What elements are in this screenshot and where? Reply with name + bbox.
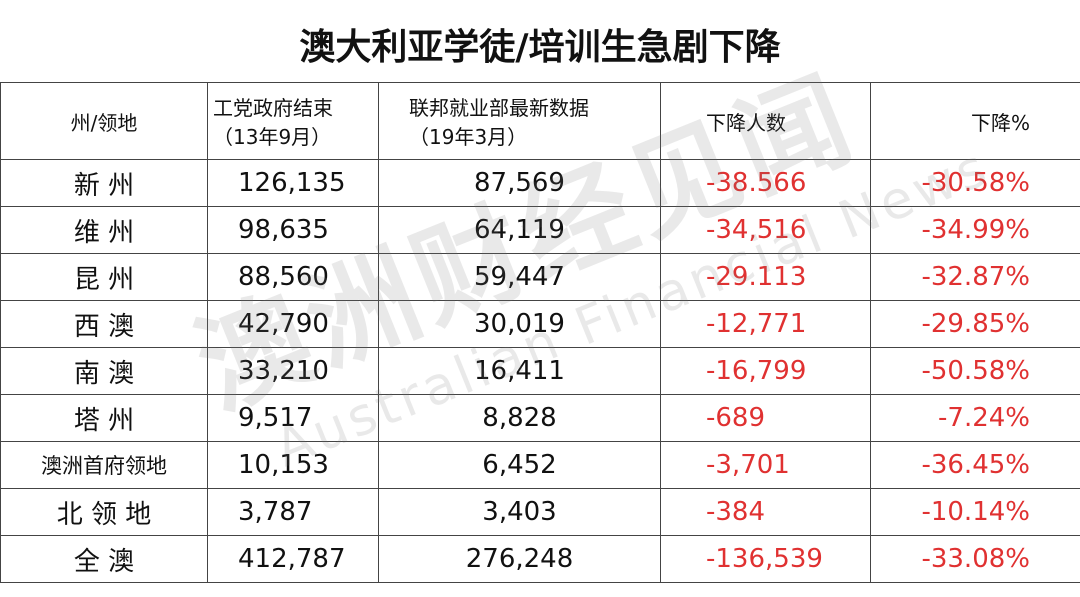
table-row: 全 澳 412,787 276,248 -136,539 -33.08% xyxy=(0,535,1080,583)
table-cell: 西 澳 xyxy=(0,300,208,348)
header-line: （19年3月） xyxy=(409,125,528,149)
table-cell: -29.113 xyxy=(660,253,871,301)
table-cell: 9,517 xyxy=(207,394,379,442)
table-cell: 16,411 xyxy=(378,347,661,395)
table-cell: -34,516 xyxy=(660,206,871,254)
table-cell: -384 xyxy=(660,488,871,536)
header-cell: 下降人数 xyxy=(660,82,871,160)
title: 澳大利亚学徒/培训生急剧下降 xyxy=(299,27,781,68)
table-cell: -689 xyxy=(660,394,871,442)
table-cell: 澳洲首府领地 xyxy=(0,441,208,489)
table-cell: -29.85% xyxy=(870,300,1080,348)
table-cell: 3,403 xyxy=(378,488,661,536)
table-cell: -36.45% xyxy=(870,441,1080,489)
table-cell: -10.14% xyxy=(870,488,1080,536)
table-cell: 126,135 xyxy=(207,159,379,207)
table-cell: 59,447 xyxy=(378,253,661,301)
table-row: 塔 州 9,517 8,828 -689 -7.24% xyxy=(0,394,1080,442)
header-line: 联邦就业部最新数据 xyxy=(409,96,589,120)
table-cell: 42,790 xyxy=(207,300,379,348)
table-cell: 88,560 xyxy=(207,253,379,301)
header-cell: 下降% xyxy=(870,82,1080,160)
table-cell: 276,248 xyxy=(378,535,661,583)
table-cell: 6,452 xyxy=(378,441,661,489)
table-cell: 8,828 xyxy=(378,394,661,442)
table-cell: 新 州 xyxy=(0,159,208,207)
table-cell: 98,635 xyxy=(207,206,379,254)
table-row: 昆 州 88,560 59,447 -29.113 -32.87% xyxy=(0,253,1080,301)
table-cell: 30,019 xyxy=(378,300,661,348)
table-cell: 3,787 xyxy=(207,488,379,536)
table-cell: -30.58% xyxy=(870,159,1080,207)
table-row: 北 领 地 3,787 3,403 -384 -10.14% xyxy=(0,488,1080,536)
table-row: 澳洲首府领地 10,153 6,452 -3,701 -36.45% xyxy=(0,441,1080,489)
table-cell: 10,153 xyxy=(207,441,379,489)
table-cell: -32.87% xyxy=(870,253,1080,301)
table-cell: 64,119 xyxy=(378,206,661,254)
table-cell: -136,539 xyxy=(660,535,871,583)
header-line: 工党政府结束 xyxy=(213,96,333,120)
table-row: 西 澳 42,790 30,019 -12,771 -29.85% xyxy=(0,300,1080,348)
table-row: 新 州 126,135 87,569 -38.566 -30.58% xyxy=(0,159,1080,207)
header-line: （13年9月） xyxy=(213,125,332,149)
table-row: 维 州 98,635 64,119 -34,516 -34.99% xyxy=(0,206,1080,254)
table-cell: 412,787 xyxy=(207,535,379,583)
header-row: 州/领地 工党政府结束 （13年9月） 联邦就业部最新数据 （19年3月） 下降人数 下降% xyxy=(0,82,1080,160)
header-cell: 州/领地 xyxy=(0,82,208,160)
table-cell: -33.08% xyxy=(870,535,1080,583)
table-cell: 87,569 xyxy=(378,159,661,207)
table-cell: 南 澳 xyxy=(0,347,208,395)
header-line: 下降% xyxy=(970,110,1030,135)
table-cell: -50.58% xyxy=(870,347,1080,395)
header-line: 州/领地 xyxy=(70,110,138,135)
header-cell: 工党政府结束 （13年9月） xyxy=(207,82,379,160)
table-cell: -12,771 xyxy=(660,300,871,348)
table-cell: -3,701 xyxy=(660,441,871,489)
header-line: 下降人数 xyxy=(706,110,786,135)
table-cell: 全 澳 xyxy=(0,535,208,583)
table-cell: 维 州 xyxy=(0,206,208,254)
table-cell: -7.24% xyxy=(870,394,1080,442)
table-row: 南 澳 33,210 16,411 -16,799 -50.58% xyxy=(0,347,1080,395)
table-cell: -38.566 xyxy=(660,159,871,207)
table-cell: -16,799 xyxy=(660,347,871,395)
header-cell: 联邦就业部最新数据 （19年3月） xyxy=(378,82,661,160)
table-cell: 北 领 地 xyxy=(0,488,208,536)
table-cell: 昆 州 xyxy=(0,253,208,301)
data-table: 州/领地 工党政府结束 （13年9月） 联邦就业部最新数据 （19年3月） 下降人数 下降%… xyxy=(0,82,1080,583)
table-cell: 33,210 xyxy=(207,347,379,395)
table-cell: -34.99% xyxy=(870,206,1080,254)
table-cell: 塔 州 xyxy=(0,394,208,442)
